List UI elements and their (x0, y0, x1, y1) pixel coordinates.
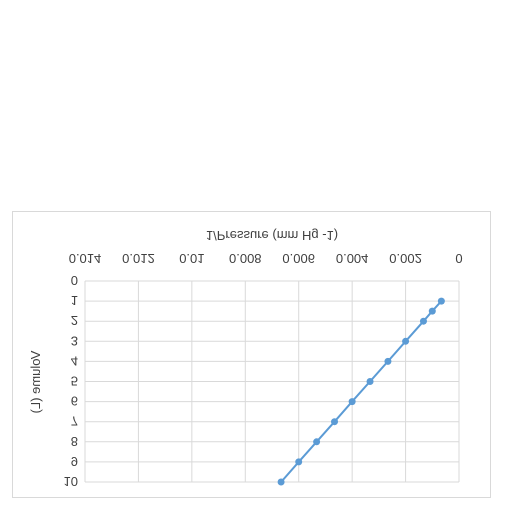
y-tick-label: 9 (71, 454, 78, 469)
x-tick-label: 0 (455, 251, 462, 266)
data-point (313, 438, 321, 446)
data-point (295, 458, 303, 466)
x-tick-label: 0.004 (336, 251, 369, 266)
y-tick-label: 7 (71, 414, 78, 429)
data-point (384, 357, 392, 365)
y-axis-title: Volume (L) (28, 351, 43, 414)
x-tick-label: 0.01 (179, 251, 204, 266)
data-point (348, 398, 356, 406)
x-tick-label: 0.014 (69, 251, 102, 266)
data-point (402, 337, 410, 345)
gridlines (84, 280, 460, 483)
y-tick-label: 10 (64, 474, 78, 489)
y-tick-label: 4 (71, 353, 78, 368)
y-tick-label: 0 (71, 273, 78, 288)
x-tick-label: 0.012 (122, 251, 155, 266)
y-axis-ticks: 0 1 2 3 4 5 6 7 8 9 10 (64, 273, 78, 489)
series-line (280, 300, 443, 483)
x-axis-ticks: 0 0.002 0.004 0.006 0.008 0.01 0.012 0.014 (69, 251, 463, 266)
x-tick-label: 0.008 (229, 251, 262, 266)
y-tick-label: 1 (71, 293, 78, 308)
series-layer (277, 297, 445, 486)
y-tick-label: 8 (71, 434, 78, 449)
data-point (277, 478, 285, 486)
y-tick-label: 6 (71, 394, 78, 409)
data-point (419, 317, 427, 325)
x-tick-label: 0.006 (282, 251, 315, 266)
data-point (366, 378, 374, 385)
data-point (437, 297, 445, 305)
y-tick-label: 2 (71, 313, 78, 328)
y-tick-label: 5 (71, 374, 78, 389)
y-tick-label: 3 (71, 333, 78, 348)
chart-area (12, 211, 491, 498)
data-point (428, 307, 436, 315)
data-point (331, 418, 339, 426)
x-tick-label: 0.002 (389, 251, 422, 266)
x-axis-title: 1/Pressure (mm Hg -1) (206, 228, 338, 243)
